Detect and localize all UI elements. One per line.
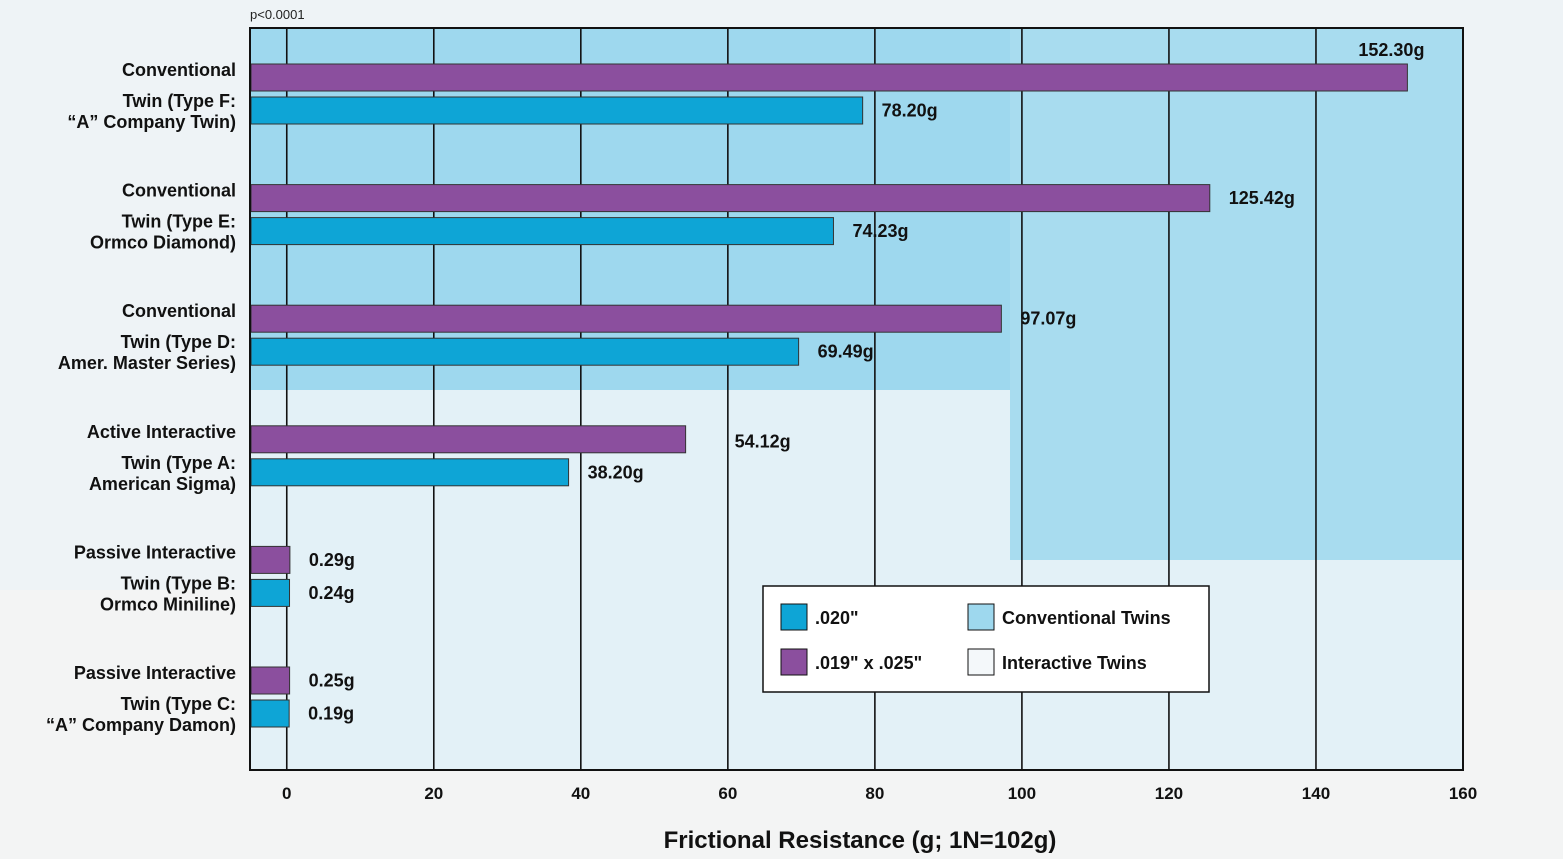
legend-swatch (780, 603, 808, 631)
value-label: 74.23g (852, 221, 908, 241)
category-label: Passive Interactive (74, 542, 236, 562)
x-tick-label: 100 (1008, 784, 1036, 803)
plot-frame (249, 27, 1464, 771)
bar-020 (250, 578, 291, 607)
category-label: Amer. Master Series) (58, 353, 236, 373)
category-label: Passive Interactive (74, 663, 236, 683)
x-tick-label: 160 (1449, 784, 1477, 803)
category-label: Active Interactive (87, 422, 236, 442)
bar-020 (250, 458, 570, 487)
category-label: Twin (Type D: (121, 332, 236, 352)
category-label: Twin (Type E: (122, 212, 236, 232)
value-label: 0.25g (309, 671, 355, 691)
x-tick-label: 120 (1155, 784, 1183, 803)
bar-020 (250, 217, 834, 246)
category-label: American Sigma) (89, 474, 236, 494)
value-label: 54.12g (735, 431, 791, 451)
category-label: “A” Company Damon) (46, 715, 236, 735)
legend-label: Interactive Twins (1002, 653, 1147, 673)
value-label: 0.29g (309, 550, 355, 570)
x-tick-label: 80 (865, 784, 884, 803)
value-label: 69.49g (818, 342, 874, 362)
x-tick-label: 20 (424, 784, 443, 803)
category-label: Conventional (122, 301, 236, 321)
x-tick-label: 140 (1302, 784, 1330, 803)
legend-label: .019" x .025" (815, 653, 922, 673)
value-label: 0.19g (308, 704, 354, 724)
category-label: Ormco Diamond) (90, 233, 236, 253)
category-label: Twin (Type B: (121, 573, 236, 593)
x-tick-label: 40 (571, 784, 590, 803)
value-label: 125.42g (1229, 188, 1295, 208)
plot-shade-right (1010, 28, 1463, 560)
legend-swatch (967, 603, 995, 631)
category-label: “A” Company Twin) (67, 112, 236, 132)
bar-019x025 (250, 666, 291, 695)
x-tick-label: 0 (282, 784, 291, 803)
bar-019x025 (250, 545, 291, 574)
value-label: 152.30g (1358, 40, 1424, 60)
legend-swatch (967, 648, 995, 676)
x-tick-label: 60 (718, 784, 737, 803)
value-label: 97.07g (1020, 309, 1076, 329)
p-value-annotation: p<0.0001 (250, 7, 305, 22)
bar-020 (250, 699, 290, 728)
bar-020 (250, 337, 800, 366)
value-label: 0.24g (309, 583, 355, 603)
bar-019x025 (250, 184, 1211, 213)
bar-019x025 (250, 63, 1408, 92)
legend-label: Conventional Twins (1002, 608, 1171, 628)
value-label: 78.20g (882, 101, 938, 121)
category-label: Ormco Miniline) (100, 594, 236, 614)
category-label: Conventional (122, 60, 236, 80)
legend-label: .020" (815, 608, 859, 628)
category-label: Conventional (122, 181, 236, 201)
category-label: Twin (Type F: (123, 91, 236, 111)
bar-019x025 (250, 304, 1002, 333)
bar-020 (250, 96, 864, 125)
category-label: Twin (Type C: (121, 694, 236, 714)
category-label: Twin (Type A: (121, 453, 236, 473)
legend-swatch (780, 648, 808, 676)
x-axis-title: Frictional Resistance (g; 1N=102g) (664, 827, 1057, 854)
bar-019x025 (250, 425, 687, 454)
legend-box (762, 585, 1210, 693)
value-label: 38.20g (588, 462, 644, 482)
